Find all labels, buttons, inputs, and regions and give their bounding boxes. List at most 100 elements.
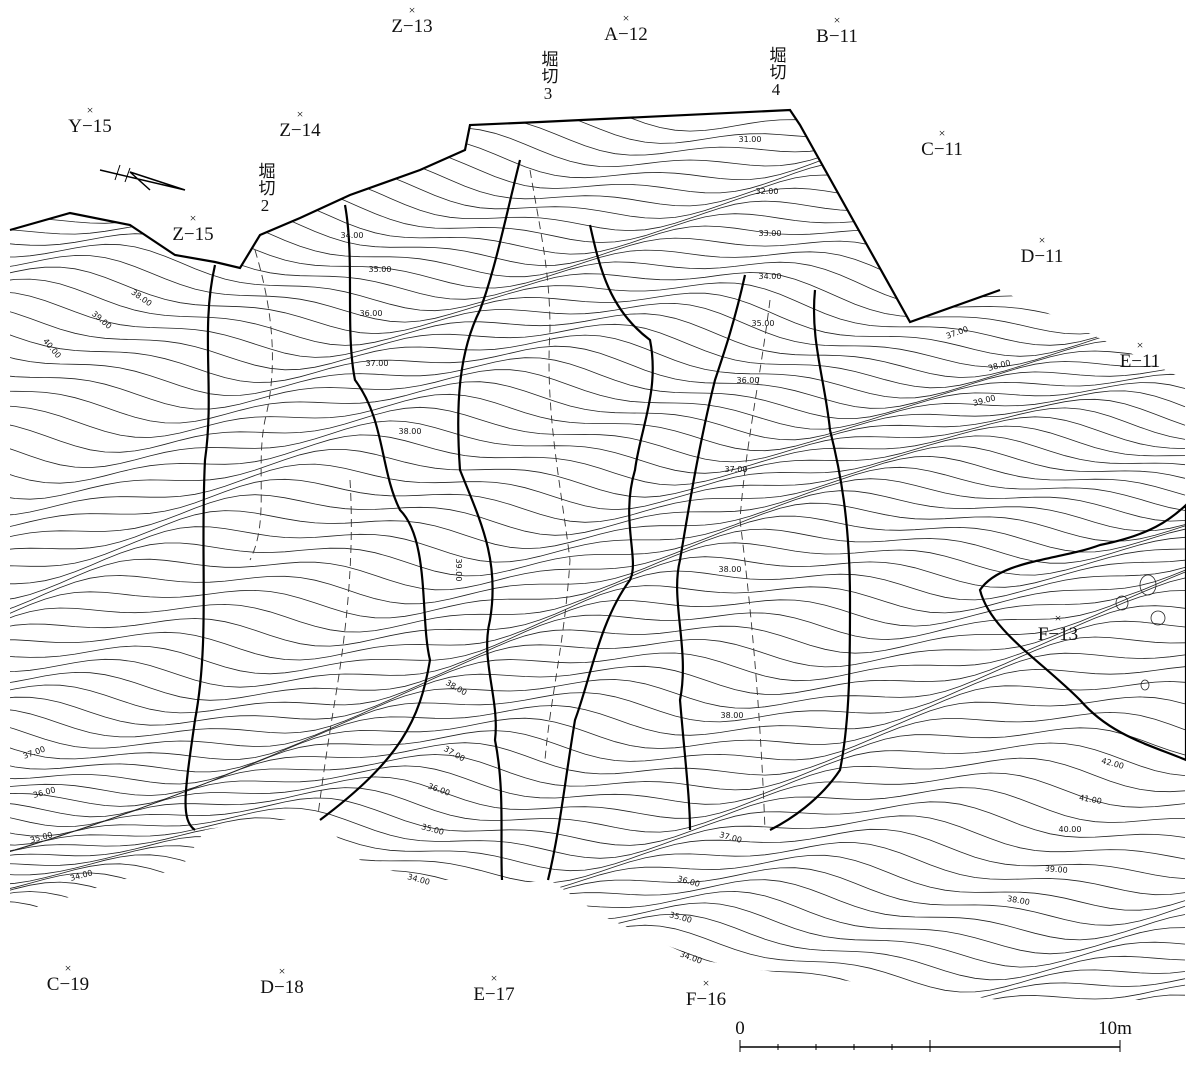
contour-line bbox=[0, 529, 1185, 600]
grid-label: C−11 bbox=[921, 139, 963, 160]
contour-label: 38.00 bbox=[444, 678, 468, 697]
contour-label: 38.00 bbox=[719, 565, 742, 574]
contour-line bbox=[0, 446, 1185, 499]
contour-label: 36.00 bbox=[737, 376, 760, 385]
contour-label: 34.00 bbox=[406, 872, 430, 887]
contour-label: 34.00 bbox=[341, 231, 364, 240]
contour-label: 31.00 bbox=[739, 135, 762, 144]
contour-label: 37.00 bbox=[945, 325, 970, 341]
grid-label: D−11 bbox=[1021, 246, 1064, 267]
contour-line bbox=[0, 873, 1185, 967]
contour-line bbox=[0, 758, 1185, 817]
contour-label: 42.00 bbox=[1100, 756, 1124, 771]
grid-label: A−12 bbox=[604, 24, 647, 45]
contour-line bbox=[0, 808, 1185, 859]
contour-label: 37.00 bbox=[366, 359, 389, 368]
grid-point-marker: × bbox=[1039, 233, 1046, 247]
grid-point-marker: × bbox=[297, 107, 304, 121]
contour-label: 35.00 bbox=[668, 910, 692, 925]
contour-label: 38.00 bbox=[399, 427, 422, 436]
moat-edge bbox=[186, 265, 215, 830]
grid-point-marker: × bbox=[703, 976, 710, 990]
contour-line bbox=[0, 267, 1185, 367]
grid-label: Z−14 bbox=[279, 120, 321, 141]
scale-bar bbox=[740, 1040, 1120, 1052]
contour-line bbox=[0, 952, 1185, 1038]
contour-label: 41.00 bbox=[1078, 793, 1102, 806]
contour-label: 35.00 bbox=[420, 822, 444, 837]
contour-line bbox=[0, 543, 1185, 612]
contour-line bbox=[0, 697, 1185, 772]
moat-label: 堀切3 bbox=[539, 50, 559, 103]
moat-floor-edge bbox=[530, 170, 570, 760]
contour-line bbox=[0, 145, 1185, 211]
contour-line bbox=[0, 667, 1185, 748]
contour-label: 35.00 bbox=[752, 319, 775, 328]
moat-label: 堀切2 bbox=[256, 162, 276, 215]
contour-label: 36.00 bbox=[32, 785, 56, 800]
moat-edge bbox=[770, 290, 850, 830]
contour-label: 40.00 bbox=[1059, 825, 1082, 834]
grid-point-marker: × bbox=[409, 3, 416, 17]
contour-line bbox=[0, 572, 1185, 660]
grid-point-marker: × bbox=[190, 211, 197, 225]
contour-label: 39.00 bbox=[90, 309, 113, 331]
contour-label: 37.00 bbox=[22, 745, 47, 761]
grid-label: Z−15 bbox=[172, 224, 213, 245]
contour-label: 39.00 bbox=[454, 559, 463, 582]
grid-point-marker: × bbox=[1055, 611, 1062, 625]
contour-line bbox=[0, 394, 1185, 450]
site-map: 0 10m ×Z−13×A−12×B−11×Y−15×Z−14×C−11×Z−1… bbox=[0, 0, 1186, 1072]
grid-label: F−16 bbox=[686, 989, 726, 1010]
contour-line bbox=[0, 156, 1185, 225]
contour-label: 33.00 bbox=[759, 229, 782, 238]
scale-end: 10m bbox=[1098, 1018, 1132, 1039]
site-edge bbox=[10, 110, 1000, 322]
grid-label: F−13 bbox=[1038, 624, 1078, 645]
contour-label: 37.00 bbox=[442, 744, 466, 763]
contour-label: 38.00 bbox=[721, 711, 744, 720]
contour-label: 37.00 bbox=[718, 830, 742, 845]
contour-label: 39.00 bbox=[1044, 864, 1068, 875]
contour-label: 37.00 bbox=[725, 465, 748, 474]
grid-point-marker: × bbox=[279, 964, 286, 978]
grid-point-marker: × bbox=[491, 971, 498, 985]
contour-line bbox=[0, 256, 1185, 357]
contour-line bbox=[0, 798, 1185, 845]
pit bbox=[1141, 680, 1149, 690]
grid-label: E−17 bbox=[473, 984, 514, 1005]
contour-line bbox=[0, 124, 1185, 175]
contour-line bbox=[0, 578, 1185, 674]
moat-floor-edge bbox=[318, 480, 351, 815]
contour-line bbox=[0, 901, 1185, 1004]
contour-label: 32.00 bbox=[756, 187, 779, 196]
moat-label: 堀切4 bbox=[767, 46, 787, 99]
grid-point-marker: × bbox=[834, 13, 841, 27]
contour-line bbox=[0, 491, 1185, 551]
contour-line bbox=[0, 421, 1185, 473]
contour-label: 34.00 bbox=[759, 272, 782, 281]
contour-label: 36.00 bbox=[676, 874, 700, 889]
contour-line bbox=[0, 818, 1185, 879]
grid-point-marker: × bbox=[65, 961, 72, 975]
contour-line bbox=[0, 102, 1185, 143]
contour-label: 36.00 bbox=[427, 782, 452, 798]
grid-point-marker: × bbox=[1137, 338, 1144, 352]
scale-start: 0 bbox=[735, 1018, 745, 1039]
contour-line bbox=[0, 88, 1185, 131]
contour-line bbox=[0, 382, 1185, 440]
grid-label: B−11 bbox=[816, 26, 858, 47]
contour-line bbox=[0, 435, 1185, 485]
grid-label: Y−15 bbox=[68, 116, 111, 137]
contour-label: 35.00 bbox=[29, 830, 53, 845]
contour-line bbox=[0, 915, 1185, 1016]
pit bbox=[1151, 611, 1165, 625]
contour-line bbox=[0, 827, 1185, 894]
grid-label: E−11 bbox=[1120, 351, 1161, 372]
grid-point-marker: × bbox=[87, 103, 94, 117]
contour-label: 34.00 bbox=[679, 950, 704, 966]
grid-label: Z−13 bbox=[391, 16, 432, 37]
contour-label: 35.00 bbox=[369, 265, 392, 274]
contour-label: 38.00 bbox=[129, 288, 153, 309]
contour-label: 38.00 bbox=[1006, 894, 1030, 907]
